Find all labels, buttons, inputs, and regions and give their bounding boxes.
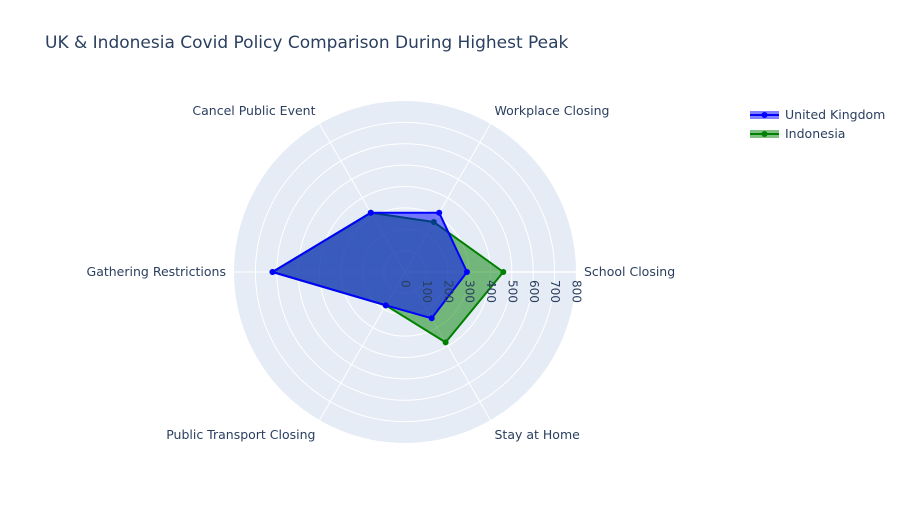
- radial-tick-100: 100: [420, 280, 434, 303]
- legend-item-united-kingdom[interactable]: United Kingdom: [750, 107, 885, 122]
- legend-marker-united-kingdom: [761, 112, 768, 118]
- chart-title: UK & Indonesia Covid Policy Comparison D…: [45, 33, 569, 53]
- category-label-1: Workplace Closing: [495, 103, 610, 118]
- radial-tick-0: 0: [399, 280, 413, 288]
- point-united-kingdom-1: [436, 209, 443, 216]
- category-labels: School Closing Workplace Closing Cancel Pu…: [87, 103, 676, 442]
- legend-item-indonesia[interactable]: Indonesia: [750, 126, 845, 141]
- point-united-kingdom-4: [382, 302, 389, 309]
- point-indonesia-5: [442, 339, 449, 346]
- radial-tick-labels: 0 100 200 300 400 500 600 700 800: [399, 280, 584, 303]
- legend-label-indonesia: Indonesia: [785, 126, 845, 141]
- category-label-2: Cancel Public Event: [192, 103, 315, 118]
- category-label-5: Stay at Home: [495, 427, 581, 442]
- radial-tick-600: 600: [527, 280, 541, 303]
- category-label-0: School Closing: [584, 264, 675, 279]
- radial-tick-400: 400: [484, 280, 498, 303]
- point-united-kingdom-0: [463, 269, 470, 275]
- legend[interactable]: United Kingdom Indonesia: [750, 107, 885, 141]
- radial-tick-200: 200: [441, 280, 455, 303]
- radial-tick-800: 800: [570, 280, 584, 303]
- point-indonesia-0: [500, 269, 507, 275]
- point-united-kingdom-2: [367, 209, 374, 216]
- radar-series: [269, 209, 507, 346]
- radial-tick-500: 500: [505, 280, 519, 303]
- category-label-3: Gathering Restrictions: [87, 264, 226, 279]
- radial-tick-300: 300: [463, 280, 477, 303]
- legend-marker-indonesia: [761, 131, 768, 137]
- radial-tick-700: 700: [548, 280, 562, 303]
- point-united-kingdom-3: [269, 269, 276, 275]
- category-label-4: Public Transport Closing: [166, 427, 315, 442]
- point-united-kingdom-5: [428, 315, 435, 322]
- legend-label-united-kingdom: United Kingdom: [785, 107, 885, 122]
